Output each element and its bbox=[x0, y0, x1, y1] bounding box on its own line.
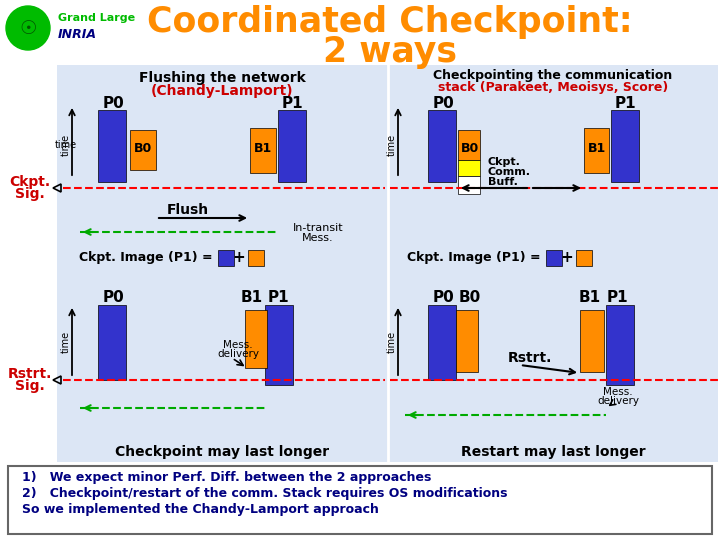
Bar bbox=[606, 305, 634, 385]
Text: B1: B1 bbox=[254, 141, 272, 154]
Text: P1: P1 bbox=[606, 289, 628, 305]
Bar bbox=[250, 128, 276, 173]
Text: P0: P0 bbox=[432, 289, 454, 305]
Text: 2)   Checkpoint/restart of the comm. Stack requires OS modifications: 2) Checkpoint/restart of the comm. Stack… bbox=[22, 488, 508, 501]
Text: Ckpt. Image (P1) =: Ckpt. Image (P1) = bbox=[79, 252, 212, 265]
Text: INRIA: INRIA bbox=[58, 28, 97, 40]
Text: Mess.: Mess. bbox=[223, 340, 253, 350]
Text: ☉: ☉ bbox=[19, 18, 37, 37]
Text: +: + bbox=[233, 251, 246, 266]
Text: stack (Parakeet, Meoisys, Score): stack (Parakeet, Meoisys, Score) bbox=[438, 80, 668, 93]
Text: delivery: delivery bbox=[217, 349, 259, 359]
Bar bbox=[265, 305, 293, 385]
Circle shape bbox=[6, 6, 50, 50]
Text: Ckpt.: Ckpt. bbox=[9, 175, 50, 189]
Bar bbox=[218, 250, 234, 266]
Text: Grand Large: Grand Large bbox=[58, 13, 135, 23]
Text: Sig.: Sig. bbox=[15, 379, 45, 393]
Text: Comm.: Comm. bbox=[488, 167, 531, 177]
Text: P1: P1 bbox=[614, 96, 636, 111]
Text: B0: B0 bbox=[461, 141, 479, 154]
Text: Buff.: Buff. bbox=[488, 177, 518, 187]
Text: Rstrt.: Rstrt. bbox=[508, 351, 552, 365]
Text: Rstrt.: Rstrt. bbox=[8, 367, 52, 381]
Bar bbox=[458, 130, 480, 160]
Bar bbox=[98, 110, 126, 182]
Bar bbox=[456, 310, 478, 372]
Text: time: time bbox=[387, 331, 397, 353]
Text: Ckpt.: Ckpt. bbox=[488, 157, 521, 167]
Text: B1: B1 bbox=[588, 141, 606, 154]
Text: Coordinated Checkpoint:: Coordinated Checkpoint: bbox=[147, 5, 633, 39]
Text: Flushing the network: Flushing the network bbox=[139, 71, 305, 85]
Text: time: time bbox=[387, 134, 397, 156]
Text: So we implemented the Chandy-Lamport approach: So we implemented the Chandy-Lamport app… bbox=[22, 503, 379, 516]
Bar bbox=[584, 128, 609, 173]
Bar bbox=[278, 110, 306, 182]
Bar bbox=[57, 65, 718, 462]
Bar bbox=[130, 130, 156, 170]
Text: B0: B0 bbox=[459, 289, 481, 305]
Text: B1: B1 bbox=[579, 289, 601, 305]
Text: P0: P0 bbox=[102, 289, 124, 305]
Text: Restart may last longer: Restart may last longer bbox=[461, 445, 645, 459]
Text: +: + bbox=[561, 251, 573, 266]
Text: Checkpoint may last longer: Checkpoint may last longer bbox=[115, 445, 329, 459]
Text: P0: P0 bbox=[432, 96, 454, 111]
Bar bbox=[576, 250, 592, 266]
Bar bbox=[428, 110, 456, 182]
Text: Mess.: Mess. bbox=[302, 233, 334, 243]
Bar bbox=[458, 160, 480, 176]
Text: 1)   We expect minor Perf. Diff. between the 2 approaches: 1) We expect minor Perf. Diff. between t… bbox=[22, 471, 431, 484]
Text: Flush: Flush bbox=[167, 203, 209, 217]
Text: time: time bbox=[61, 331, 71, 353]
Text: delivery: delivery bbox=[597, 396, 639, 406]
Text: (Chandy-Lamport): (Chandy-Lamport) bbox=[150, 84, 293, 98]
Text: P1: P1 bbox=[267, 289, 289, 305]
Text: Mess.: Mess. bbox=[603, 387, 633, 397]
Text: Ckpt. Image (P1) =: Ckpt. Image (P1) = bbox=[407, 252, 541, 265]
Text: P1: P1 bbox=[282, 96, 303, 111]
Text: B0: B0 bbox=[134, 141, 152, 154]
Bar bbox=[248, 250, 264, 266]
Bar bbox=[8, 466, 712, 534]
Bar bbox=[245, 310, 267, 368]
Text: Checkpointing the communication: Checkpointing the communication bbox=[433, 69, 672, 82]
Bar bbox=[611, 110, 639, 182]
Text: B1: B1 bbox=[241, 289, 263, 305]
Text: 2 ways: 2 ways bbox=[323, 35, 457, 69]
Text: Sig.: Sig. bbox=[15, 187, 45, 201]
Text: P0: P0 bbox=[102, 96, 124, 111]
Text: time: time bbox=[61, 134, 71, 156]
Bar bbox=[580, 310, 604, 372]
Text: In-transit: In-transit bbox=[293, 223, 343, 233]
Bar bbox=[428, 305, 456, 380]
Text: time: time bbox=[55, 140, 77, 150]
Bar bbox=[458, 176, 480, 194]
Bar bbox=[546, 250, 562, 266]
Bar bbox=[98, 305, 126, 380]
